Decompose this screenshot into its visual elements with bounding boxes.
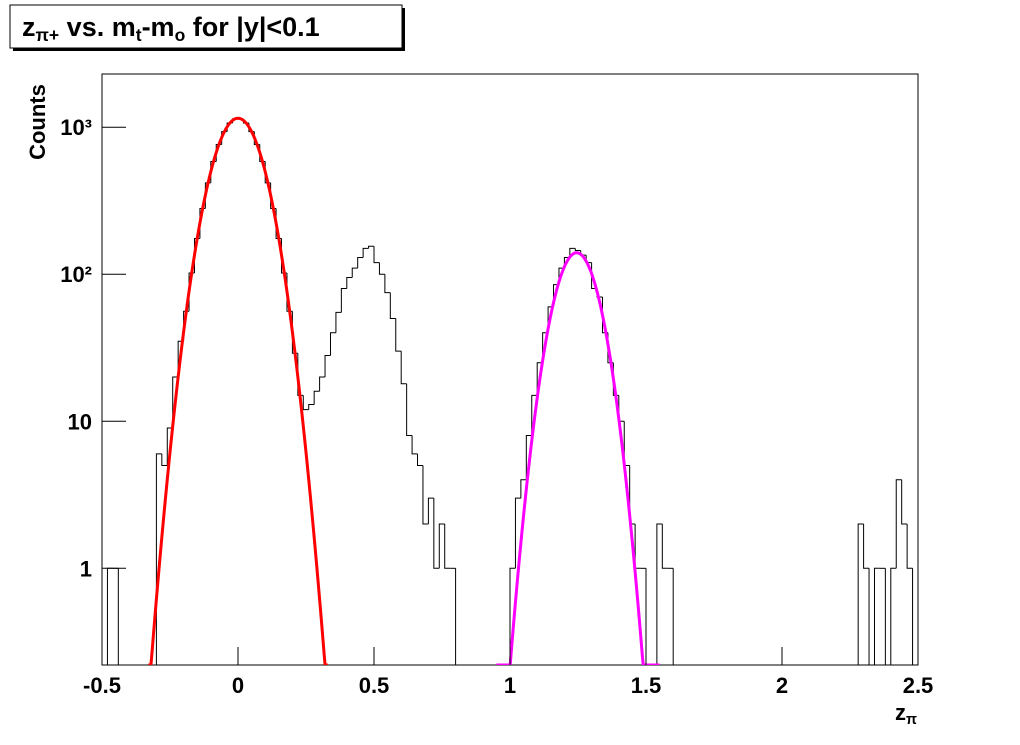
histogram-bin (400, 351, 407, 385)
histogram-bin (906, 524, 913, 569)
histogram-bin (422, 465, 429, 525)
histogram-bin (395, 318, 402, 352)
fit-curve (496, 251, 660, 665)
x-axis-label: zπ (895, 700, 917, 728)
x-tick-label: 0 (232, 673, 244, 698)
histogram-bin (172, 376, 179, 428)
histogram-bin (531, 394, 538, 436)
histogram-bin (509, 567, 516, 665)
text-part: t (136, 25, 142, 45)
histogram-bin (117, 568, 119, 665)
histogram-bin (656, 523, 663, 665)
histogram-bin (308, 404, 315, 410)
histogram-bin (427, 497, 434, 525)
histogram-bin (373, 246, 380, 264)
text-part: -m (142, 12, 175, 42)
histogram-bin (569, 247, 576, 258)
text-part: z (895, 700, 906, 725)
x-tick-label: 0.5 (359, 673, 390, 698)
text-part: o (175, 25, 186, 45)
histogram-bin (438, 523, 445, 569)
title-box (9, 4, 403, 49)
text-part: vs. m (59, 12, 136, 42)
histogram-bin (525, 435, 532, 480)
histogram-bin (863, 524, 870, 569)
histogram-bin (868, 568, 870, 665)
histogram-bin (362, 247, 369, 258)
text-part: π (906, 712, 917, 728)
x-tick-label: 1 (504, 673, 516, 698)
histogram-bin (166, 427, 173, 466)
x-tick-label: 1.5 (631, 673, 662, 698)
histogram-bin (514, 497, 521, 569)
histogram-bin (368, 245, 374, 249)
x-tick-label: 2 (776, 673, 788, 698)
histogram-bin (672, 568, 674, 665)
histogram-bin (661, 524, 668, 569)
fit-curve (148, 116, 328, 665)
histogram-bin (890, 567, 897, 665)
y-tick-label: 10² (60, 262, 92, 287)
chart-title: zπ+ vs. mt-mo for |y|<0.1 (22, 12, 320, 45)
histogram-bin (574, 248, 581, 252)
histogram-bin (378, 262, 385, 275)
text-part: for |y|<0.1 (185, 12, 319, 42)
histogram-bin (455, 568, 457, 665)
x-tick-label: 2.5 (903, 673, 934, 698)
histogram-bin (324, 355, 331, 378)
histogram-bin (857, 523, 864, 665)
histogram-bin (351, 267, 358, 278)
histogram-bin (417, 453, 423, 467)
y-tick-label: 1 (80, 556, 92, 581)
text-part: z (22, 12, 36, 42)
histogram-bin (433, 498, 440, 569)
histogram-bin (901, 479, 908, 525)
text-part: π+ (36, 25, 60, 45)
x-tick-label: -0.5 (83, 673, 121, 698)
histogram-bin (384, 274, 391, 294)
histogram-bin (912, 568, 914, 665)
histogram-bin (346, 277, 353, 289)
histogram-bin (161, 453, 168, 467)
histogram-bin (645, 568, 647, 665)
plot-area (106, 116, 914, 665)
histogram-bin (313, 390, 320, 405)
y-tick-label: 10 (68, 409, 92, 434)
y-axis-label: Counts (25, 84, 50, 160)
histogram-bin (873, 567, 880, 665)
histogram-bin (389, 292, 396, 319)
histogram-bin (357, 256, 364, 269)
histogram-bin (406, 383, 413, 437)
y-tick-label: 10³ (60, 115, 92, 140)
histogram-bin (520, 479, 527, 499)
histogram-bin (319, 376, 326, 392)
histogram-bin (884, 568, 886, 665)
histogram-bin (329, 332, 336, 356)
histogram-bin (335, 311, 342, 333)
histogram-bin (411, 435, 418, 455)
histogram-bin (444, 524, 451, 569)
histogram-bin (302, 395, 309, 411)
histogram-bin (895, 479, 902, 569)
histogram-bin (340, 287, 347, 313)
